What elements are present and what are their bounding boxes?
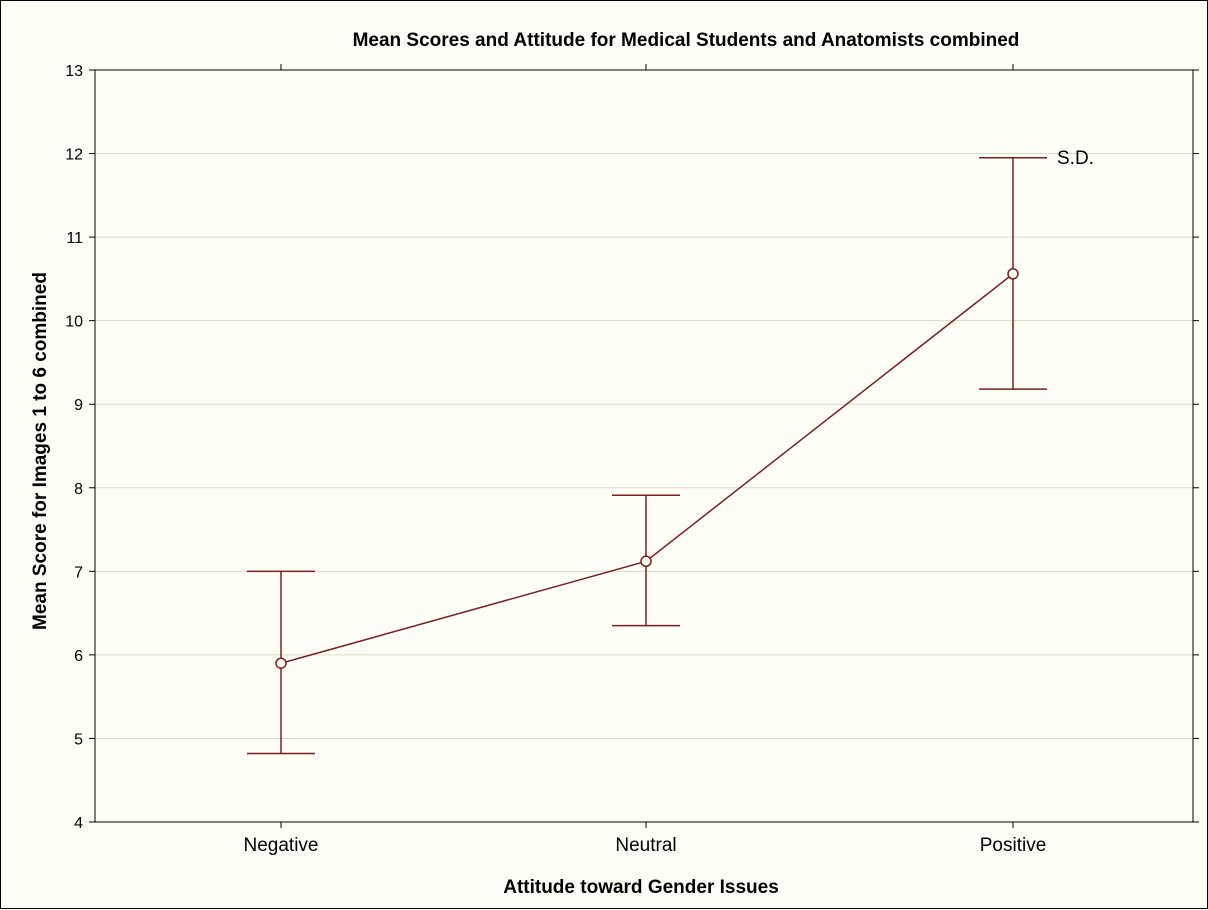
y-axis: 4 5 6 7 8 9 10 11 12 13 (65, 63, 1199, 832)
y-axis-label: Mean Score for Images 1 to 6 combined (30, 272, 51, 630)
sd-annotation: S.D. (1057, 148, 1094, 169)
mean-marker-neutral (640, 555, 652, 568)
y-tick-label-7: 7 (74, 564, 83, 581)
y-tick-label-4: 4 (74, 815, 83, 832)
x-tick-label-positive: Positive (980, 835, 1047, 856)
y-tick-label-10: 10 (65, 314, 83, 331)
mean-line (280, 273, 1014, 664)
series-negative-neutral-positive (247, 156, 1047, 755)
y-tick-label-12: 12 (65, 147, 83, 164)
x-axis-label: Attitude toward Gender Issues (503, 877, 779, 898)
y-tick-label-13: 13 (65, 63, 83, 80)
y-tick-label-6: 6 (74, 648, 83, 665)
y-tick-label-8: 8 (74, 481, 83, 498)
mean-marker-negative (275, 657, 287, 669)
y-tick-label-11: 11 (66, 230, 83, 247)
grid (95, 153, 1193, 739)
y-tick-label-5: 5 (74, 731, 83, 748)
plot-area (94, 69, 1194, 823)
x-axis: Negative Neutral Positive (244, 64, 1047, 856)
x-tick-label-negative: Negative (244, 835, 319, 856)
chart-title: Mean Scores and Attitude for Medical Stu… (353, 30, 1020, 51)
y-tick-label-9: 9 (74, 397, 83, 414)
mean-marker-positive (1007, 268, 1019, 280)
x-tick-label-neutral: Neutral (615, 835, 676, 856)
